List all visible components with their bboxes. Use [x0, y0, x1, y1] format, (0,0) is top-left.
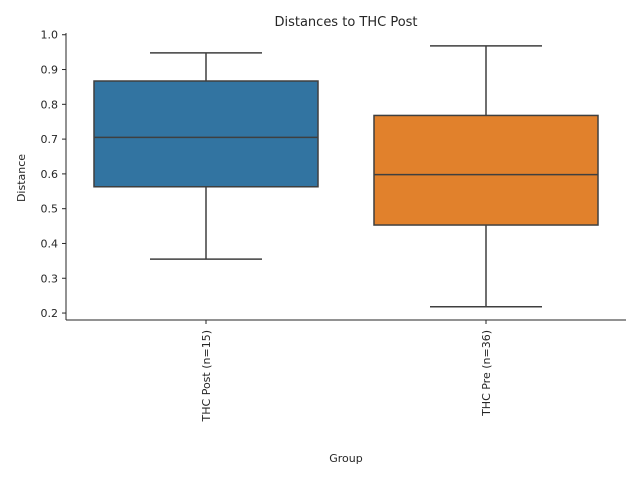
iqr-box-series-1	[373, 114, 599, 226]
x-axis: THC Post (n=15) THC Pre (n=36)	[66, 319, 626, 422]
y-tick-label-4: 0.6	[41, 168, 59, 181]
y-axis-label: Distance	[15, 154, 28, 202]
x-axis-label: Group	[329, 452, 363, 465]
box-series-1	[373, 45, 599, 308]
y-tick-label-6: 0.8	[41, 98, 59, 111]
x-tick-label-series-1: THC Pre (n=36)	[480, 330, 493, 417]
y-axis: 0.2 0.3 0.4 0.5 0.6 0.7 0.8 0.9 1.0	[41, 29, 67, 320]
y-tick-label-3: 0.5	[41, 203, 59, 216]
box-series-0	[93, 52, 319, 260]
x-tick-label-series-0: THC Post (n=15)	[200, 330, 213, 422]
y-tick-label-7: 0.9	[41, 64, 59, 77]
y-tick-label-0: 0.2	[41, 307, 59, 320]
y-tick-label-5: 0.7	[41, 133, 59, 146]
boxes-group	[93, 45, 599, 308]
y-tick-label-1: 0.3	[41, 272, 59, 285]
iqr-box-series-0	[93, 80, 319, 188]
chart-title: Distances to THC Post	[274, 15, 417, 30]
y-tick-label-2: 0.4	[41, 237, 59, 250]
y-tick-label-8: 1.0	[41, 29, 59, 42]
